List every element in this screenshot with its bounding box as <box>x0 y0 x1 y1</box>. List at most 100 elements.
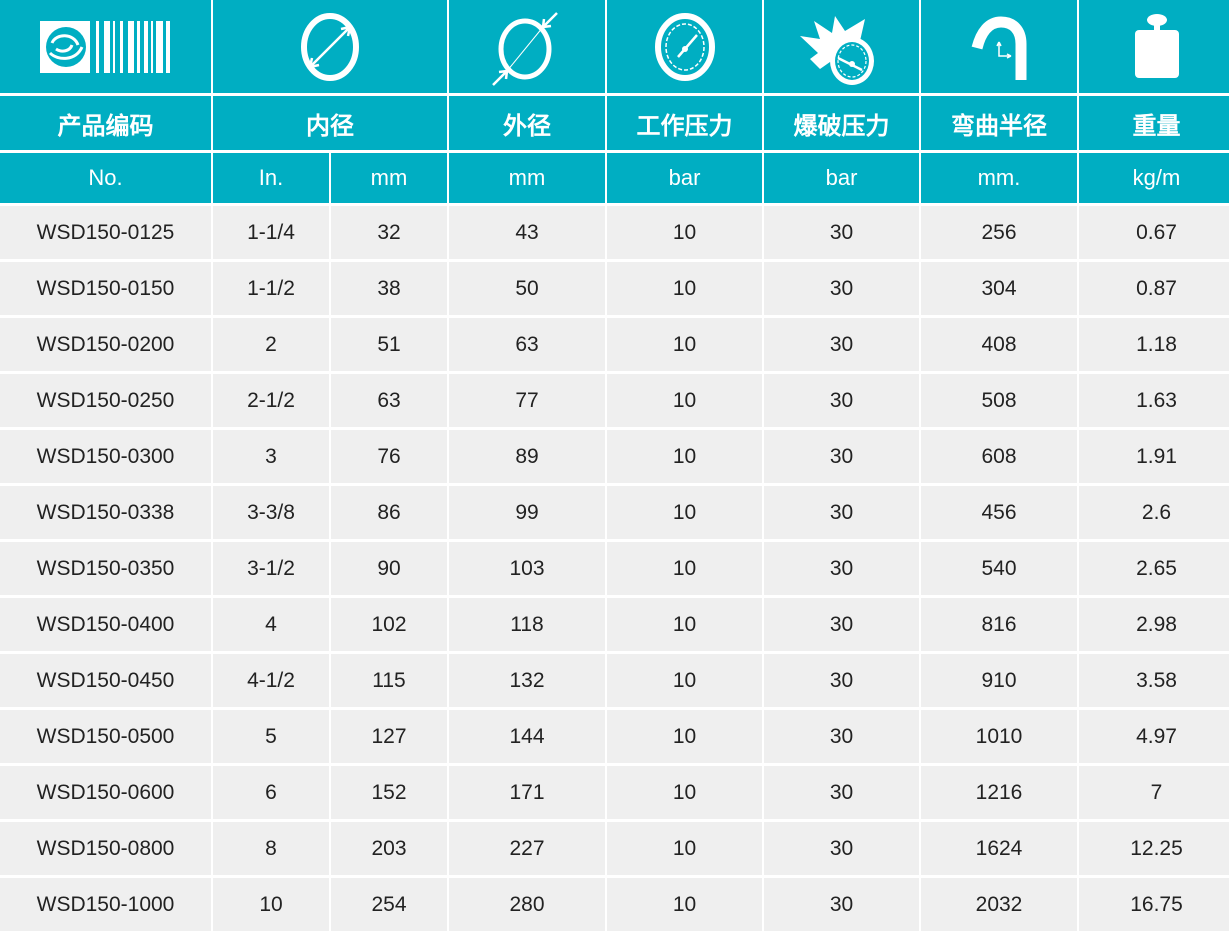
unit-mm: mm <box>331 153 447 203</box>
cell-bend-radius: 608 <box>921 430 1077 483</box>
cell-product-code: WSD150-1000 <box>0 878 211 931</box>
cell-burst-pressure: 30 <box>764 542 919 595</box>
cell-working-pressure: 10 <box>607 878 762 931</box>
cell-weight: 4.97 <box>1079 710 1229 763</box>
cell-inner-diameter-in: 2-1/2 <box>213 374 329 427</box>
cell-inner-diameter-in: 3-1/2 <box>213 542 329 595</box>
cell-burst-pressure: 30 <box>764 318 919 371</box>
cell-bend-radius: 408 <box>921 318 1077 371</box>
cell-product-code: WSD150-0250 <box>0 374 211 427</box>
header-bend-radius: 弯曲半径 <box>921 96 1077 150</box>
cell-outer-diameter: 103 <box>449 542 605 595</box>
cell-working-pressure: 10 <box>607 430 762 483</box>
inner-diameter-icon <box>213 0 447 93</box>
cell-inner-diameter-mm: 76 <box>331 430 447 483</box>
cell-inner-diameter-mm: 86 <box>331 486 447 539</box>
cell-outer-diameter: 132 <box>449 654 605 707</box>
cell-working-pressure: 10 <box>607 822 762 875</box>
cell-outer-diameter: 89 <box>449 430 605 483</box>
cell-weight: 2.65 <box>1079 542 1229 595</box>
cell-working-pressure: 10 <box>607 766 762 819</box>
cell-product-code: WSD150-0500 <box>0 710 211 763</box>
cell-working-pressure: 10 <box>607 318 762 371</box>
cell-burst-pressure: 30 <box>764 374 919 427</box>
cell-outer-diameter: 144 <box>449 710 605 763</box>
header-working-pressure: 工作压力 <box>607 96 762 150</box>
cell-bend-radius: 456 <box>921 486 1077 539</box>
cell-working-pressure: 10 <box>607 486 762 539</box>
cell-weight: 16.75 <box>1079 878 1229 931</box>
cell-outer-diameter: 118 <box>449 598 605 651</box>
weight-icon <box>1079 0 1229 93</box>
cell-working-pressure: 10 <box>607 654 762 707</box>
cell-outer-diameter: 171 <box>449 766 605 819</box>
cell-burst-pressure: 30 <box>764 654 919 707</box>
cell-product-code: WSD150-0125 <box>0 206 211 259</box>
cell-product-code: WSD150-0300 <box>0 430 211 483</box>
cell-inner-diameter-in: 3-3/8 <box>213 486 329 539</box>
cell-inner-diameter-in: 1-1/2 <box>213 262 329 315</box>
cell-inner-diameter-in: 2 <box>213 318 329 371</box>
outer-diameter-icon <box>449 0 605 93</box>
unit-mm: mm <box>449 153 605 203</box>
cell-bend-radius: 540 <box>921 542 1077 595</box>
cell-inner-diameter-in: 4-1/2 <box>213 654 329 707</box>
header-weight: 重量 <box>1079 96 1229 150</box>
cell-burst-pressure: 30 <box>764 206 919 259</box>
cell-outer-diameter: 227 <box>449 822 605 875</box>
unit-inch: In. <box>213 153 329 203</box>
header-burst-pressure: 爆破压力 <box>764 96 919 150</box>
cell-bend-radius: 1216 <box>921 766 1077 819</box>
cell-inner-diameter-in: 10 <box>213 878 329 931</box>
cell-inner-diameter-mm: 203 <box>331 822 447 875</box>
cell-inner-diameter-mm: 38 <box>331 262 447 315</box>
cell-product-code: WSD150-0600 <box>0 766 211 819</box>
cell-burst-pressure: 30 <box>764 262 919 315</box>
cell-outer-diameter: 63 <box>449 318 605 371</box>
cell-burst-pressure: 30 <box>764 710 919 763</box>
cell-inner-diameter-in: 3 <box>213 430 329 483</box>
header-outer-diameter: 外径 <box>449 96 605 150</box>
cell-weight: 0.67 <box>1079 206 1229 259</box>
unit-no: No. <box>0 153 211 203</box>
cell-bend-radius: 816 <box>921 598 1077 651</box>
cell-weight: 1.91 <box>1079 430 1229 483</box>
cell-bend-radius: 1624 <box>921 822 1077 875</box>
cell-inner-diameter-mm: 63 <box>331 374 447 427</box>
cell-inner-diameter-mm: 102 <box>331 598 447 651</box>
unit-bar: bar <box>607 153 762 203</box>
cell-burst-pressure: 30 <box>764 766 919 819</box>
cell-burst-pressure: 30 <box>764 878 919 931</box>
cell-product-code: WSD150-0350 <box>0 542 211 595</box>
cell-product-code: WSD150-0400 <box>0 598 211 651</box>
cell-working-pressure: 10 <box>607 374 762 427</box>
unit-mm: mm. <box>921 153 1077 203</box>
cell-weight: 1.18 <box>1079 318 1229 371</box>
unit-kg-per-m: kg/m <box>1079 153 1229 203</box>
cell-inner-diameter-in: 8 <box>213 822 329 875</box>
cell-inner-diameter-mm: 254 <box>331 878 447 931</box>
cell-burst-pressure: 30 <box>764 822 919 875</box>
cell-product-code: WSD150-0150 <box>0 262 211 315</box>
cell-inner-diameter-in: 6 <box>213 766 329 819</box>
product-code-logo-icon <box>0 0 211 93</box>
cell-product-code: WSD150-0338 <box>0 486 211 539</box>
cell-weight: 2.98 <box>1079 598 1229 651</box>
cell-weight: 12.25 <box>1079 822 1229 875</box>
bend-radius-icon <box>921 0 1077 93</box>
cell-bend-radius: 304 <box>921 262 1077 315</box>
cell-working-pressure: 10 <box>607 206 762 259</box>
cell-inner-diameter-mm: 152 <box>331 766 447 819</box>
cell-weight: 0.87 <box>1079 262 1229 315</box>
cell-burst-pressure: 30 <box>764 486 919 539</box>
cell-product-code: WSD150-0800 <box>0 822 211 875</box>
cell-inner-diameter-mm: 115 <box>331 654 447 707</box>
header-product-code: 产品编码 <box>0 96 211 150</box>
cell-inner-diameter-mm: 90 <box>331 542 447 595</box>
cell-bend-radius: 508 <box>921 374 1077 427</box>
cell-outer-diameter: 99 <box>449 486 605 539</box>
burst-gauge-icon <box>764 0 919 93</box>
cell-working-pressure: 10 <box>607 542 762 595</box>
cell-weight: 3.58 <box>1079 654 1229 707</box>
